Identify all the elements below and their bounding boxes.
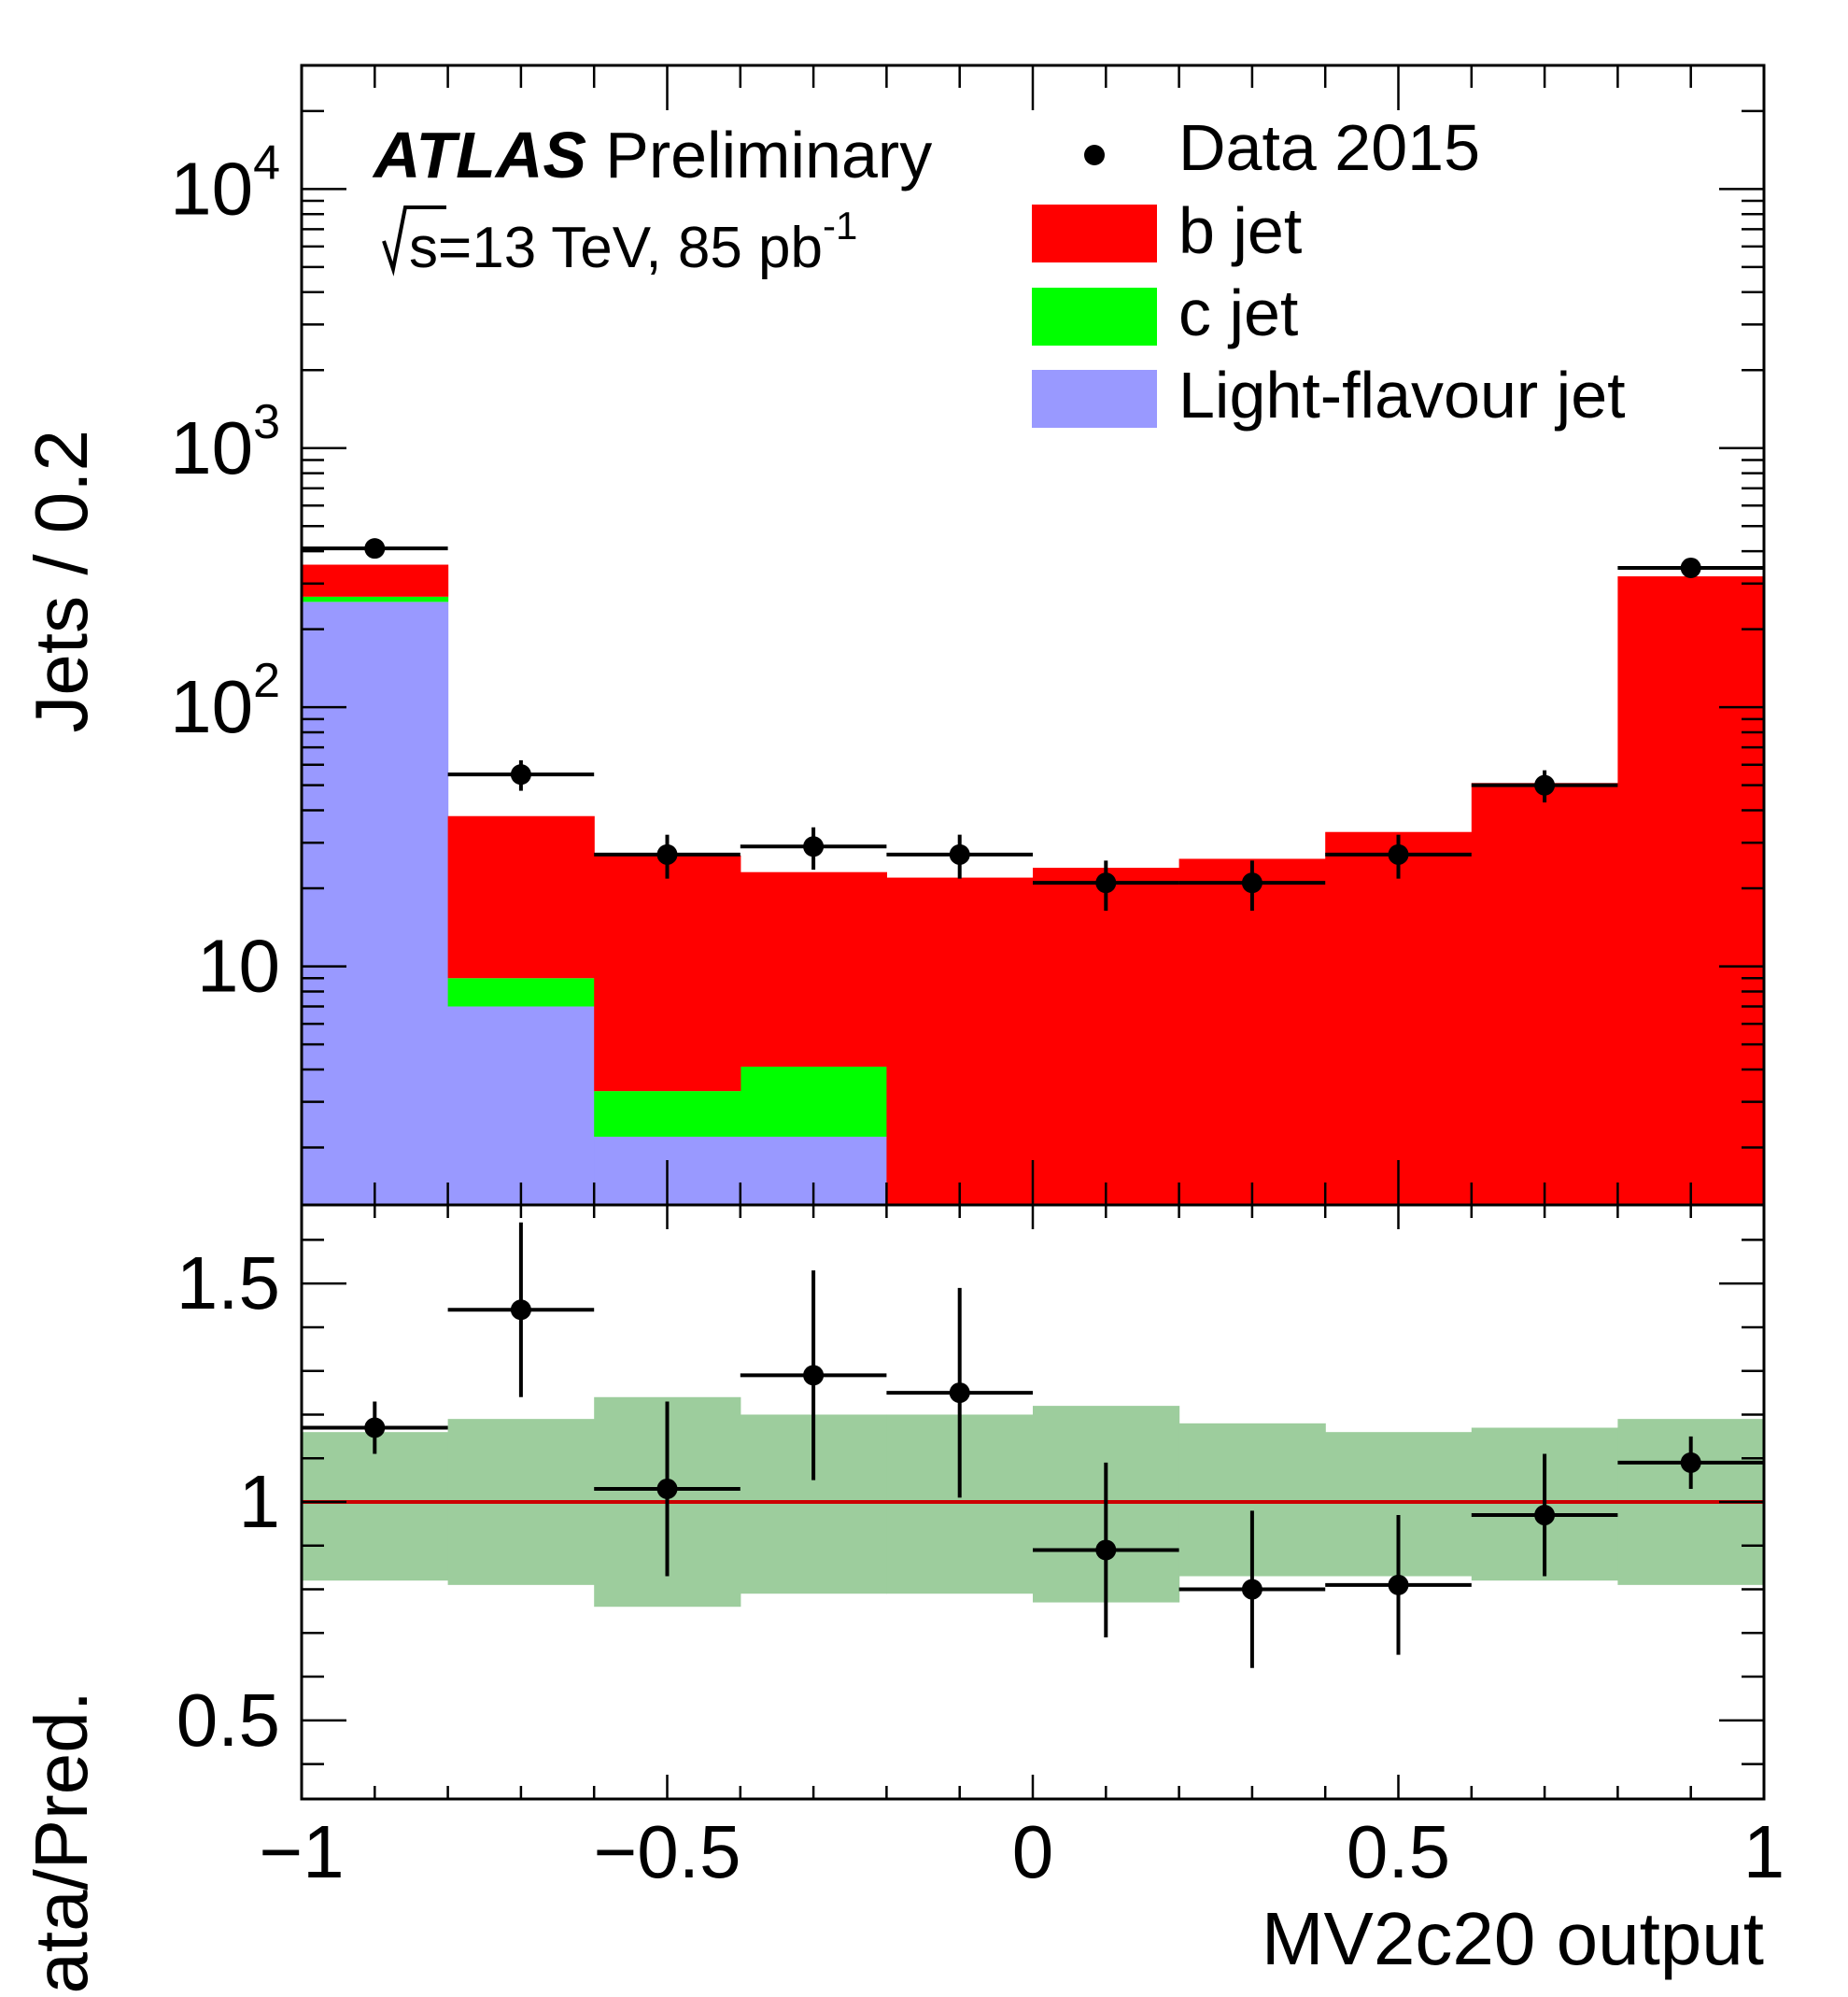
main-y-tick-base-1: 10	[170, 665, 253, 748]
bar-light-flavour-jet-bin-1	[447, 1006, 595, 1205]
ratio-point-bin-3	[803, 1365, 825, 1386]
bar-b-jet-bin-1	[447, 815, 595, 979]
main-y-tick-label-0: 10	[197, 925, 280, 1008]
x-tick-label-3: 0.5	[1347, 1810, 1450, 1893]
ratio-y-axis-label: Data/Pred.	[20, 1691, 103, 1997]
data-points	[302, 538, 1764, 911]
ratio-points	[302, 1222, 1764, 1668]
main-y-tick-exp-2: 3	[253, 395, 280, 449]
main-y-tick-label-1: 102	[170, 654, 280, 748]
main-y-tick-label-3: 104	[170, 135, 280, 230]
x-tick-label-0: −1	[259, 1810, 344, 1893]
x-tick-label-2: 0	[1012, 1810, 1054, 1893]
atlas-experiment-label: ATLAS	[372, 119, 586, 191]
bar-c-jet-bin-0	[302, 596, 449, 602]
data-point-bin-3	[803, 836, 825, 857]
bar-light-flavour-jet-bin-0	[302, 602, 449, 1205]
data-point-bin-4	[949, 843, 970, 865]
legend-label-light-jet: Light-flavour jet	[1178, 359, 1626, 432]
x-axis-label: MV2c20 output	[1262, 1897, 1764, 1980]
main-y-axis-label: Jets / 0.2	[20, 430, 103, 733]
bar-b-jet-bin-0	[302, 564, 449, 597]
energy-lumi-label: s=13 TeV, 85 pb	[409, 216, 823, 280]
ratio-point-bin-9	[1680, 1452, 1701, 1473]
legend-swatch-b-jet	[1032, 205, 1157, 262]
svg-text:s=13 TeV, 85 pb-1: s=13 TeV, 85 pb-1	[409, 204, 857, 280]
ratio-point-bin-6	[1241, 1579, 1263, 1600]
ratio-y-tick-label-2: 1.5	[176, 1241, 280, 1324]
data-point-bin-0	[364, 538, 386, 559]
bar-b-jet-bin-6	[1178, 858, 1326, 1205]
sqrt-symbol	[382, 205, 446, 276]
legend-label-data: Data 2015	[1178, 111, 1480, 184]
x-tick-label-4: 1	[1743, 1810, 1785, 1893]
data-point-bin-6	[1241, 872, 1263, 894]
axis-ticks	[300, 64, 1766, 1799]
main-y-tick-base-2: 10	[170, 406, 253, 489]
ratio-point-bin-1	[510, 1299, 531, 1321]
ratio-point-bin-4	[949, 1382, 970, 1404]
bar-c-jet-bin-3	[740, 1066, 887, 1137]
main-y-tick-label-2: 103	[170, 395, 280, 489]
main-stack-bars	[302, 564, 1765, 1205]
ratio-y-tick-label-0: 0.5	[176, 1678, 280, 1762]
bar-b-jet-bin-5	[1033, 868, 1180, 1205]
ratio-point-bin-0	[364, 1417, 386, 1438]
bar-b-jet-bin-8	[1471, 783, 1618, 1205]
atlas-status-label: Preliminary	[605, 119, 932, 191]
data-point-bin-9	[1680, 557, 1701, 578]
legend-data-marker	[1084, 145, 1105, 165]
atlas-label: ATLAS Preliminary s=13 TeV, 85 pb-1	[372, 119, 932, 280]
bar-b-jet-bin-3	[740, 871, 887, 1067]
main-y-tick-base-3: 10	[170, 147, 253, 230]
legend-label-b-jet: b jet	[1178, 194, 1302, 267]
data-point-bin-1	[510, 764, 531, 786]
data-point-bin-5	[1095, 872, 1117, 894]
main-y-tick-base-0: 10	[197, 925, 280, 1008]
legend: Data 2015 b jet c jet Light-flavour jet	[1032, 111, 1626, 432]
legend-swatch-c-jet	[1032, 288, 1157, 346]
band-bin-0	[302, 1432, 449, 1581]
ratio-point-bin-2	[656, 1478, 678, 1499]
ratio-point-bin-8	[1534, 1505, 1556, 1526]
legend-swatch-light-jet	[1032, 370, 1157, 428]
bar-b-jet-bin-7	[1325, 831, 1473, 1205]
main-y-tick-exp-1: 2	[253, 654, 280, 708]
ratio-point-bin-7	[1388, 1574, 1409, 1595]
main-y-tick-exp-3: 4	[253, 135, 280, 190]
data-point-bin-2	[656, 843, 678, 865]
lumi-exponent: -1	[823, 204, 857, 248]
bar-c-jet-bin-2	[594, 1091, 741, 1137]
ratio-y-tick-label-1: 1	[239, 1460, 281, 1543]
bar-b-jet-bin-9	[1617, 576, 1765, 1205]
data-point-bin-8	[1534, 774, 1556, 796]
legend-label-c-jet: c jet	[1178, 276, 1298, 349]
ratio-point-bin-5	[1095, 1539, 1117, 1561]
x-tick-label-1: −0.5	[594, 1810, 741, 1893]
bar-b-jet-bin-2	[594, 855, 741, 1092]
bar-c-jet-bin-1	[447, 978, 595, 1007]
data-point-bin-7	[1388, 843, 1409, 865]
bar-b-jet-bin-4	[886, 877, 1034, 1205]
